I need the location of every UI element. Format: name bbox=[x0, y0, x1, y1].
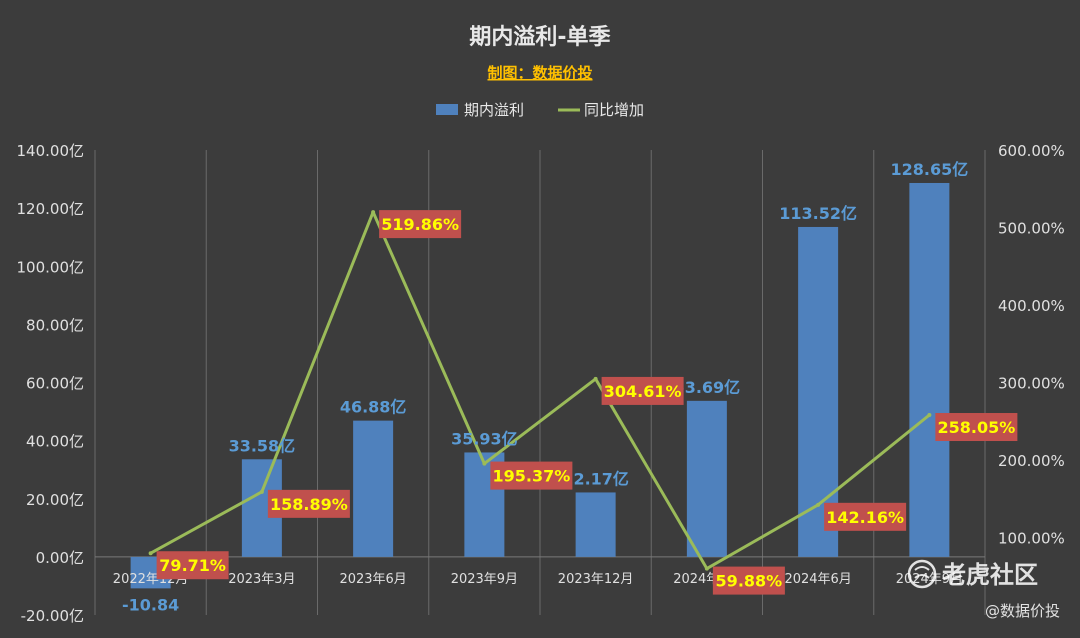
chart-title: 期内溢利-单季 bbox=[469, 24, 610, 50]
x-tick: 2023年3月 bbox=[228, 572, 295, 587]
bar bbox=[353, 420, 394, 557]
y-right-tick: 600.00% bbox=[998, 142, 1065, 160]
x-axis: 2022年12月 2023年3月 2023年6月 2023年9月 2023年12月 202… bbox=[113, 572, 963, 587]
bar-value-label: 33.58亿 bbox=[229, 436, 296, 455]
pct-label-text: 519.86% bbox=[381, 215, 459, 234]
legend-swatch-profit bbox=[436, 104, 458, 115]
pct-label-bg bbox=[379, 210, 462, 239]
x-tick: 2023年12月 bbox=[558, 572, 634, 587]
y-right-tick: 500.00% bbox=[998, 220, 1065, 238]
growth-point bbox=[148, 551, 153, 556]
pct-label-bg bbox=[156, 551, 229, 580]
bars bbox=[130, 182, 950, 589]
pct-label: 304.61% bbox=[601, 376, 684, 405]
growth-point bbox=[482, 461, 487, 466]
pct-label-text: 258.05% bbox=[937, 418, 1015, 437]
y-left-tick: 0.00亿 bbox=[36, 549, 84, 567]
x-tick: 2023年9月 bbox=[451, 572, 518, 587]
pct-label: 195.37% bbox=[490, 461, 573, 490]
y-left-tick: 140.00亿 bbox=[17, 142, 85, 160]
pct-label-text: 142.16% bbox=[826, 508, 904, 527]
legend-label-growth: 同比增加 bbox=[584, 101, 644, 119]
bar-value-label: 22.17亿 bbox=[562, 469, 629, 488]
watermark-brand: 老虎社区 bbox=[942, 561, 1038, 589]
growth-line-path bbox=[149, 210, 931, 571]
tiger-logo-icon bbox=[907, 559, 937, 589]
y-left-tick: 80.00亿 bbox=[26, 316, 84, 334]
y-right-tick: 100.00% bbox=[998, 530, 1065, 548]
y-right-tick: 200.00% bbox=[998, 452, 1065, 470]
growth-point bbox=[816, 502, 821, 507]
pct-label-text: 158.89% bbox=[270, 495, 348, 514]
pct-label: 79.71% bbox=[156, 551, 229, 580]
bar-value-label: 113.52亿 bbox=[779, 204, 857, 223]
bar bbox=[909, 182, 950, 557]
x-tick: 2023年6月 bbox=[339, 572, 406, 587]
y-axis-left: -20.00亿 0.00亿 20.00亿 40.00亿 60.00亿 80.00亿 100.… bbox=[17, 142, 85, 625]
chart-subtitle: 制图：数据价投 bbox=[487, 64, 592, 82]
y-left-tick: 20.00亿 bbox=[26, 491, 84, 509]
legend-label-profit: 期内溢利 bbox=[464, 101, 524, 119]
y-left-tick: 100.00亿 bbox=[17, 258, 85, 276]
bar-value-label: -10.84 bbox=[122, 595, 179, 614]
pct-label-bg bbox=[601, 376, 684, 405]
pct-label: 519.86% bbox=[379, 210, 462, 239]
pct-label-text: 79.71% bbox=[159, 556, 226, 575]
y-left-tick: 120.00亿 bbox=[17, 200, 85, 218]
bar-labels: -10.84 33.58亿 46.88亿 35.93亿 22.17亿 53.69亿 113.… bbox=[122, 160, 968, 614]
watermark-author: @数据价投 bbox=[985, 602, 1060, 620]
pct-label-bg bbox=[935, 413, 1018, 442]
pct-label-bg bbox=[267, 489, 350, 518]
pct-label: 59.88% bbox=[712, 566, 785, 595]
pct-label: 258.05% bbox=[935, 413, 1018, 442]
pct-label-bg bbox=[824, 502, 907, 531]
bar bbox=[575, 492, 616, 557]
bar-value-label: 46.88亿 bbox=[340, 398, 407, 417]
watermark: 老虎社区 @数据价投 bbox=[907, 559, 1060, 620]
y-left-tick: -20.00亿 bbox=[21, 607, 84, 625]
x-tick: 2024年6月 bbox=[784, 572, 851, 587]
legend: 期内溢利 同比增加 bbox=[436, 101, 644, 119]
bar-value-label: 53.69亿 bbox=[674, 378, 741, 397]
pct-label-text: 304.61% bbox=[604, 382, 682, 401]
pct-label: 142.16% bbox=[824, 502, 907, 531]
pct-label: 158.89% bbox=[267, 489, 350, 518]
pct-label-text: 195.37% bbox=[492, 467, 570, 486]
y-left-tick: 40.00亿 bbox=[26, 433, 84, 451]
y-right-tick: 400.00% bbox=[998, 297, 1065, 315]
growth-point bbox=[927, 413, 932, 418]
pct-label-bg bbox=[712, 566, 785, 595]
pct-label-text: 59.88% bbox=[716, 572, 783, 591]
y-left-tick: 60.00亿 bbox=[26, 375, 84, 393]
tiger-logo-stripe bbox=[914, 566, 930, 579]
growth-point bbox=[704, 566, 709, 571]
y-axis-right: 100.00% 200.00% 300.00% 400.00% 500.00% 600.0… bbox=[998, 142, 1065, 548]
y-right-tick: 300.00% bbox=[998, 375, 1065, 393]
bar bbox=[686, 400, 727, 557]
growth-point bbox=[259, 489, 264, 494]
bar bbox=[798, 226, 839, 557]
pct-labels: 79.71% 158.89% 519.86% 195.37% 304.61% 59.88%… bbox=[156, 210, 1018, 595]
pct-label-bg bbox=[490, 461, 573, 490]
growth-line bbox=[148, 210, 932, 571]
bar-value-label: 35.93亿 bbox=[451, 429, 518, 448]
bar-value-label: 128.65亿 bbox=[891, 160, 969, 179]
growth-point bbox=[371, 210, 376, 215]
growth-point bbox=[593, 376, 598, 381]
